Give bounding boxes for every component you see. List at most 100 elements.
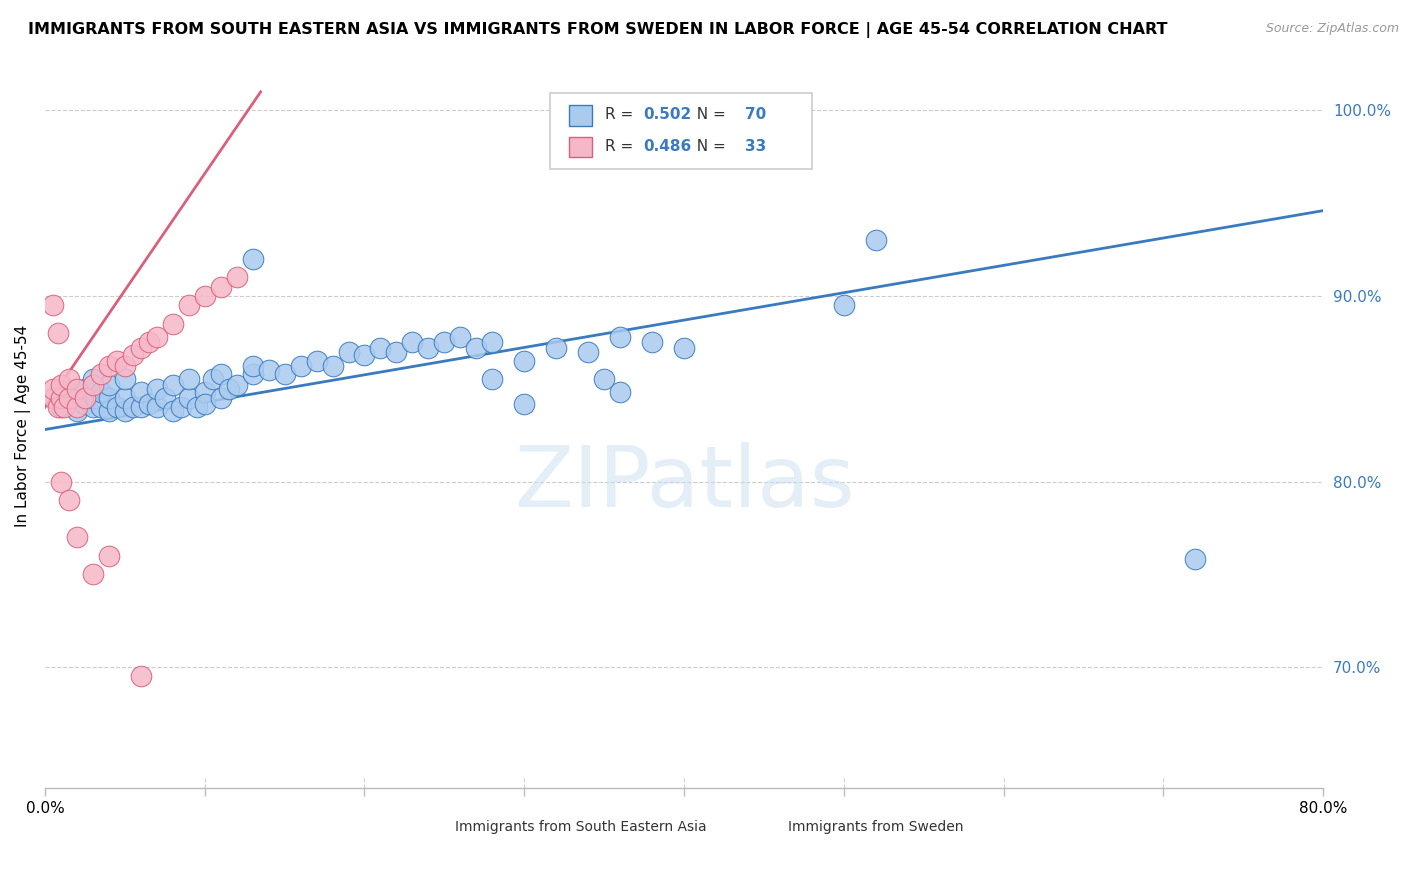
Text: 0.502: 0.502 [643, 107, 692, 122]
Point [49, 391, 72, 405]
Text: IMMIGRANTS FROM SOUTH EASTERN ASIA VS IMMIGRANTS FROM SWEDEN IN LABOR FORCE | AG: IMMIGRANTS FROM SOUTH EASTERN ASIA VS IM… [28, 22, 1167, 38]
Text: 33: 33 [745, 139, 766, 154]
Text: 0.486: 0.486 [643, 139, 692, 154]
Point [82, 391, 104, 405]
Bar [569, 137, 592, 157]
Point [82, 401, 104, 415]
Point [58, 372, 80, 386]
Point [90, 385, 112, 400]
Point [194, 396, 217, 410]
Point [673, 341, 696, 355]
Point [162, 317, 184, 331]
Point [46, 326, 69, 340]
Point [121, 401, 143, 415]
Point [433, 335, 456, 350]
Text: Source: ZipAtlas.com: Source: ZipAtlas.com [1265, 22, 1399, 36]
Text: N =: N = [686, 107, 730, 122]
Point [225, 378, 247, 392]
Point [242, 359, 264, 374]
Point [865, 233, 887, 247]
Point [305, 354, 328, 368]
Point [145, 401, 167, 415]
Point [42, 382, 65, 396]
Point [129, 385, 152, 400]
Point [42, 391, 65, 405]
Point [66, 382, 89, 396]
Point [513, 354, 536, 368]
Point [97, 391, 120, 405]
Point [593, 372, 616, 386]
Point [82, 567, 104, 582]
Point [481, 372, 503, 386]
Point [186, 401, 208, 415]
Point [546, 341, 568, 355]
Point [129, 401, 152, 415]
Y-axis label: In Labor Force | Age 45-54: In Labor Force | Age 45-54 [15, 325, 31, 527]
Point [49, 391, 72, 405]
Text: N =: N = [686, 139, 730, 154]
Point [194, 289, 217, 303]
Point [114, 359, 136, 374]
Point [273, 367, 295, 381]
Point [97, 404, 120, 418]
Point [49, 401, 72, 415]
Point [145, 330, 167, 344]
Point [201, 372, 224, 386]
Point [353, 348, 375, 362]
Point [465, 341, 488, 355]
Point [114, 391, 136, 405]
Point [49, 475, 72, 489]
Point [576, 344, 599, 359]
Point [194, 385, 217, 400]
Point [609, 385, 631, 400]
Point [242, 367, 264, 381]
Point [449, 330, 471, 344]
Point [257, 363, 280, 377]
Point [114, 404, 136, 418]
Point [129, 341, 152, 355]
Point [242, 252, 264, 266]
Point [370, 341, 392, 355]
Point [177, 372, 200, 386]
Text: R =: R = [605, 107, 638, 122]
Point [66, 530, 89, 544]
Text: Immigrants from Sweden: Immigrants from Sweden [787, 821, 963, 834]
Point [162, 404, 184, 418]
Point [209, 279, 232, 293]
Point [73, 382, 96, 396]
Point [641, 335, 664, 350]
Point [97, 378, 120, 392]
Point [290, 359, 312, 374]
Point [138, 396, 160, 410]
Point [609, 330, 631, 344]
Point [209, 391, 232, 405]
Point [138, 335, 160, 350]
Point [73, 396, 96, 410]
Point [401, 335, 423, 350]
Point [53, 401, 76, 415]
Text: R =: R = [605, 139, 638, 154]
Point [73, 391, 96, 405]
Point [481, 335, 503, 350]
Point [129, 669, 152, 683]
Point [385, 344, 408, 359]
Point [82, 372, 104, 386]
Point [97, 549, 120, 563]
Point [225, 270, 247, 285]
Point [66, 391, 89, 405]
Bar [569, 105, 592, 126]
Text: Immigrants from South Eastern Asia: Immigrants from South Eastern Asia [456, 821, 707, 834]
Point [832, 298, 855, 312]
Point [58, 385, 80, 400]
Text: 70: 70 [745, 107, 766, 122]
Point [121, 348, 143, 362]
Point [209, 367, 232, 381]
Point [105, 401, 128, 415]
Point [105, 354, 128, 368]
Point [90, 367, 112, 381]
Bar [755, 819, 780, 837]
Point [46, 401, 69, 415]
Point [218, 382, 240, 396]
Point [66, 401, 89, 415]
Point [82, 378, 104, 392]
